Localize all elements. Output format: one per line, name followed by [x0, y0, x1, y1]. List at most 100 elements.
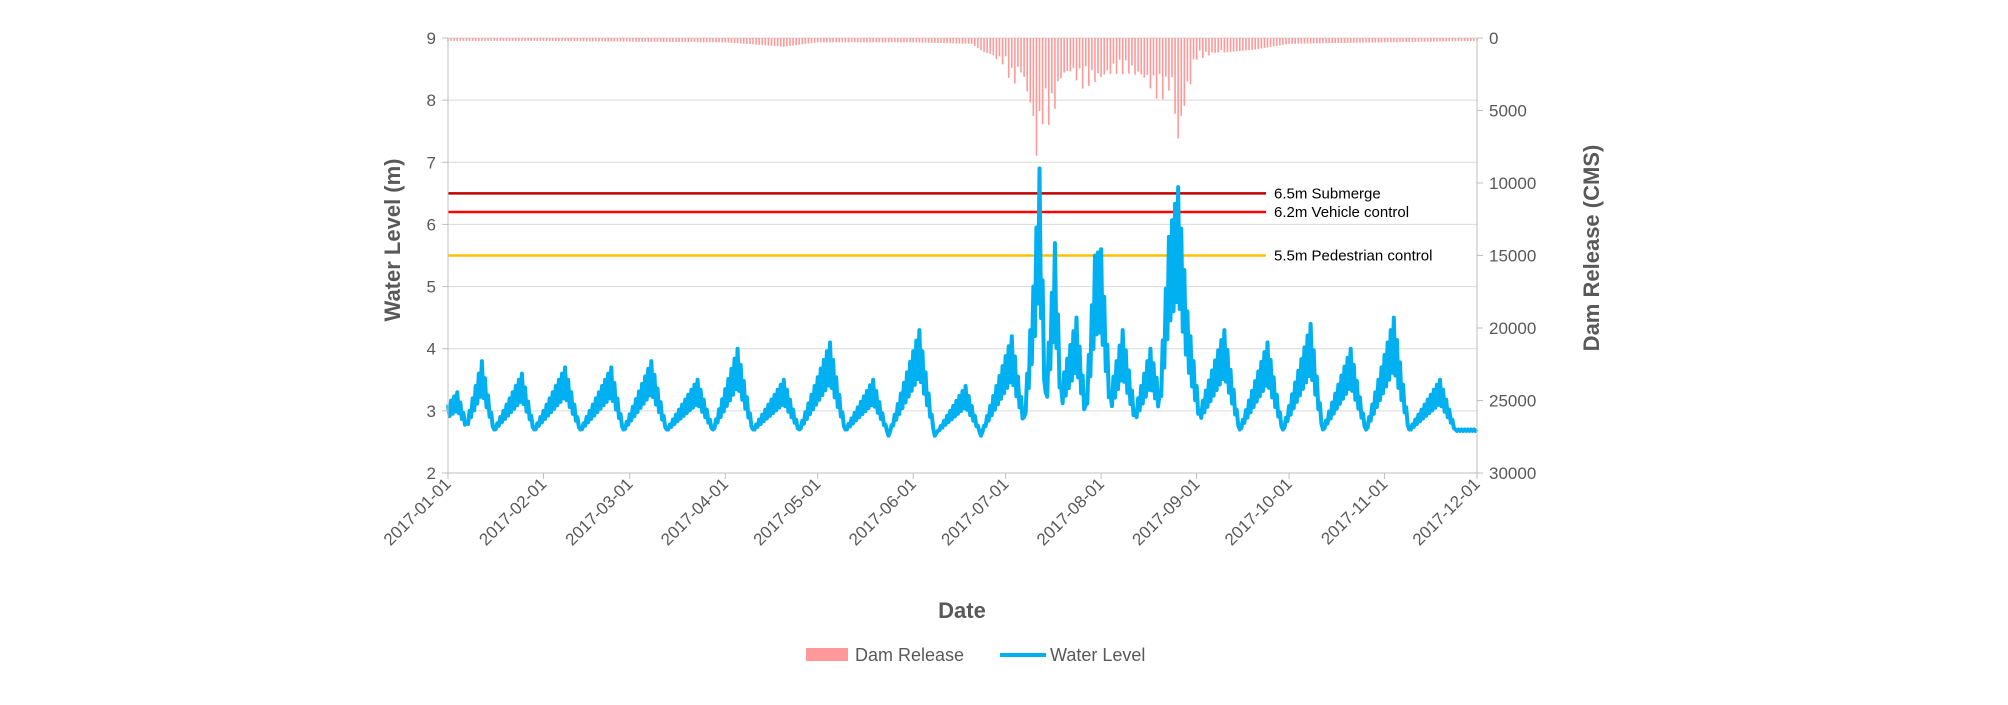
- dam-release-bar: [1100, 38, 1102, 78]
- x-tick-label: 2017-03-01: [562, 474, 637, 549]
- dam-release-bar: [1007, 38, 1010, 78]
- dam-release-bar: [1386, 38, 1389, 43]
- dam-release-bar: [721, 38, 723, 43]
- dam-release-bar: [690, 38, 693, 43]
- dam-release-bar: [687, 38, 690, 43]
- dam-release-bar: [1374, 38, 1377, 43]
- dam-release-bar: [866, 38, 868, 43]
- dam-release-bar: [696, 38, 699, 43]
- dam-release-bar: [462, 38, 465, 41]
- dam-release-bar: [1312, 38, 1315, 44]
- dam-release-bar: [1334, 38, 1337, 44]
- dam-release-bar: [998, 38, 1001, 57]
- legend-dam-release-swatch: [806, 648, 848, 661]
- dam-release-bar: [561, 38, 563, 42]
- dam-release-bar: [1346, 38, 1349, 43]
- dam-release-bar: [853, 38, 856, 43]
- dam-release-bar: [1399, 38, 1401, 43]
- dam-release-bar: [1242, 38, 1244, 51]
- dam-release-bar: [1470, 38, 1472, 41]
- dam-release-bar: [647, 38, 650, 42]
- y-left-tick-label: 8: [427, 91, 436, 110]
- dam-release-bar: [468, 38, 471, 41]
- dam-release-bar: [918, 38, 921, 43]
- dam-release-bar: [712, 38, 714, 43]
- dam-release-bar: [1072, 38, 1075, 69]
- dam-release-bar: [906, 38, 908, 43]
- dam-release-bar: [493, 38, 496, 41]
- dam-release-bar: [786, 38, 788, 47]
- dam-release-bar: [1436, 38, 1438, 42]
- dam-release-bar: [792, 38, 794, 46]
- dam-release-bar: [1393, 38, 1395, 43]
- y-left-tick-label: 9: [427, 29, 436, 48]
- dam-release-bar: [770, 38, 773, 46]
- dam-release-bar: [542, 38, 545, 41]
- dam-release-bar: [1254, 38, 1256, 50]
- dam-release-bar: [903, 38, 905, 43]
- dam-release-bar: [622, 38, 625, 42]
- dam-release-bar: [1315, 38, 1318, 44]
- dam-release-bar: [1158, 38, 1161, 74]
- dam-release-bar: [1017, 38, 1019, 67]
- dam-release-bar: [986, 38, 988, 53]
- dam-release-bar: [983, 38, 985, 53]
- dam-release-bar: [946, 38, 948, 44]
- dam-release-bar: [465, 38, 468, 41]
- dam-release-bar: [613, 38, 616, 42]
- dam-release-bar: [582, 38, 585, 42]
- y-axis-right-title: Dam Release (CMS): [1579, 145, 1604, 352]
- dam-release-bar: [974, 38, 976, 46]
- dam-release-bar: [1149, 38, 1152, 89]
- dam-release-bar: [783, 38, 785, 47]
- dam-release-bar: [1069, 38, 1072, 72]
- dam-release-bar: [656, 38, 659, 42]
- water-level-line: [446, 166, 1479, 438]
- dam-release-bar: [1121, 38, 1124, 75]
- y-left-tick-label: 7: [427, 153, 436, 172]
- dam-release-bar: [1266, 38, 1269, 48]
- dam-release-bar: [795, 38, 797, 46]
- dam-release-bar: [548, 38, 551, 41]
- dam-release-bar: [1118, 38, 1121, 60]
- dam-release-bar: [1349, 38, 1352, 43]
- dam-release-bar: [798, 38, 801, 45]
- dam-release-bar: [1288, 38, 1290, 44]
- dam-release-bar: [1429, 38, 1432, 42]
- dam-release-bar: [545, 38, 548, 41]
- dam-release-bar: [564, 38, 566, 42]
- dam-release-bar: [967, 38, 970, 44]
- dam-release-bar: [1047, 38, 1050, 125]
- dam-release-bar: [1155, 38, 1158, 99]
- dam-release-bar: [530, 38, 532, 41]
- dam-release-bar: [659, 38, 662, 42]
- dam-release-bar: [1426, 38, 1429, 42]
- dam-release-bar: [1112, 38, 1115, 64]
- dam-release-bar: [1183, 38, 1186, 106]
- dam-release-bar: [1294, 38, 1297, 44]
- dam-release-bar: [829, 38, 831, 43]
- dam-release-bar: [607, 38, 610, 42]
- dam-release-bar: [705, 38, 708, 43]
- dam-release-bar: [1380, 38, 1383, 43]
- dam-release-bar: [555, 38, 557, 42]
- dam-release-bar: [604, 38, 606, 42]
- dam-release-bar: [635, 38, 637, 42]
- dam-release-bar: [893, 38, 896, 43]
- dam-release-bar: [1217, 38, 1220, 53]
- dam-release-bar: [952, 38, 955, 44]
- dam-release-bar: [644, 38, 646, 42]
- dam-release-bar: [1371, 38, 1374, 43]
- dam-release-bar: [1088, 38, 1090, 87]
- dam-release-bar: [1337, 38, 1340, 44]
- dam-release-bar: [832, 38, 834, 43]
- dam-release-bar: [1146, 38, 1149, 75]
- dam-release-bars: [447, 38, 1478, 156]
- dam-release-bar: [841, 38, 844, 43]
- dam-release-bar: [736, 38, 739, 44]
- dam-release-bar: [1411, 38, 1414, 42]
- dam-release-bar: [980, 38, 982, 51]
- dam-release-bar: [628, 38, 631, 42]
- dam-release-bar: [1229, 38, 1232, 52]
